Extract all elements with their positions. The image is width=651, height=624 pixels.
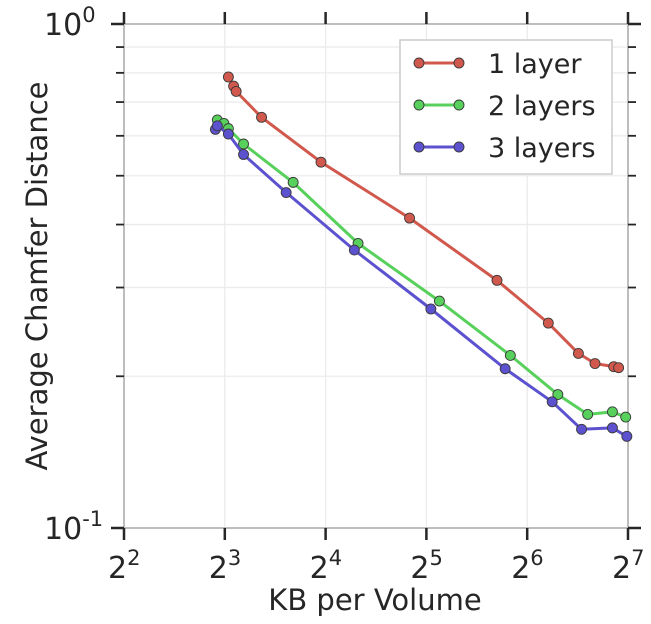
x-tick-label: 22 [108,546,140,586]
data-point [280,187,292,198]
data-point [404,212,416,224]
legend-marker [453,57,465,69]
data-point [542,317,554,329]
legend-label: 2 layers [488,91,596,122]
legend-marker [413,141,425,153]
legend-entry: 1 layer [413,49,582,80]
data-point [620,411,632,423]
data-point [499,363,511,375]
data-point [606,422,618,434]
data-point [613,362,625,374]
data-point [287,176,299,188]
data-point [621,430,633,442]
x-tick-label: 24 [310,546,342,586]
x-axis-label: KB per Volume [268,583,481,617]
data-point [315,156,327,168]
data-point [238,149,249,160]
legend-entry: 3 layers [413,133,596,164]
data-point [546,396,558,408]
data-point [552,389,564,400]
data-point [572,347,584,359]
data-point [222,128,234,140]
legend-marker [453,141,465,153]
legend-marker [413,99,425,111]
legend-label: 1 layer [488,49,582,80]
data-point [504,349,516,361]
x-tick-label: 27 [612,546,644,586]
x-tick-label: 23 [209,546,241,586]
data-point [238,138,249,150]
data-point [606,406,618,418]
x-tick-label: 25 [410,546,442,586]
x-axis-ticks: 22 23 24 25 26 27 [108,12,644,586]
data-point [491,274,503,286]
series-3-layers [209,120,633,442]
data-point [582,408,594,420]
legend-entry: 2 layers [413,91,596,122]
data-point [589,358,601,369]
data-point [211,120,223,132]
legend-marker [413,57,425,69]
series-1-layer [222,71,625,374]
plot-frame [123,23,629,529]
data-point [348,244,360,256]
legend: 1 layer 2 layers 3 layers [399,39,613,175]
data-series [209,71,633,442]
data-point [230,85,242,97]
data-point [576,423,587,435]
data-point [433,295,445,307]
legend-marker [453,99,465,111]
data-point [222,71,234,83]
y-tick-label: 10-1 [44,507,103,547]
data-point [256,111,267,123]
data-point [425,303,437,315]
legend-label: 3 layers [488,133,596,164]
y-axis-ticks: 100 10-1 [44,3,641,547]
x-tick-label: 26 [511,546,543,586]
y-tick-label: 100 [44,3,96,43]
plot-border [123,23,629,529]
y-axis-label: Average Chamfer Distance [20,82,54,471]
